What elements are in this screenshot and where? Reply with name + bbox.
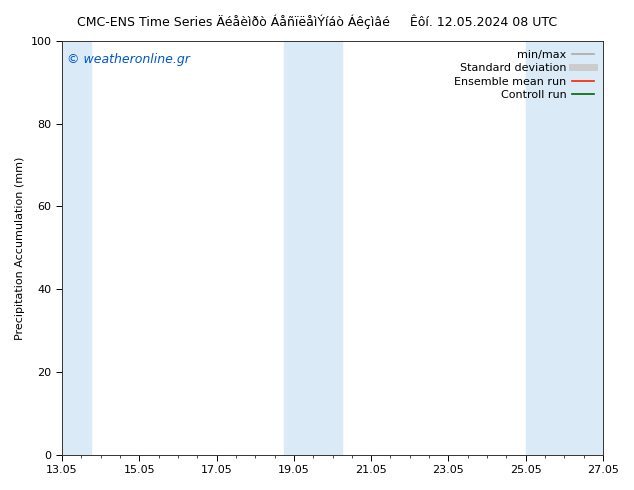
Bar [284, 41, 342, 455]
Text: CMC-ENS Time Series Äéåèìðò ÁåñïëåìÝíáò Áêçìâé     Êôí. 12.05.2024 08 UTC: CMC-ENS Time Series Äéåèìðò ÁåñïëåìÝíáò … [77, 15, 557, 29]
Legend: min/max, Standard deviation, Ensemble mean run, Controll run: min/max, Standard deviation, Ensemble me… [451, 47, 597, 103]
Bar [526, 41, 603, 455]
Bar [62, 41, 91, 455]
Text: © weatheronline.gr: © weatheronline.gr [67, 53, 190, 67]
Y-axis label: Precipitation Accumulation (mm): Precipitation Accumulation (mm) [15, 156, 25, 340]
